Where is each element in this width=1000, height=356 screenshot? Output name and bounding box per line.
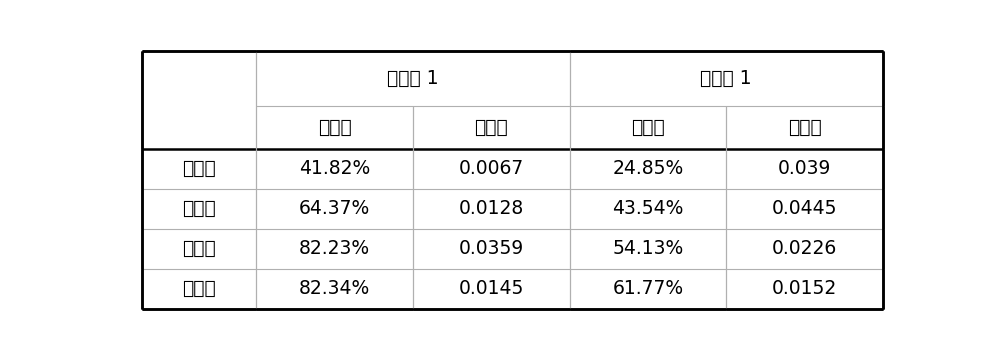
Text: 41.82%: 41.82% bbox=[299, 159, 370, 178]
Text: 0.0067: 0.0067 bbox=[459, 159, 524, 178]
Text: 0.0145: 0.0145 bbox=[459, 279, 524, 298]
Text: 82.23%: 82.23% bbox=[299, 239, 370, 258]
Text: 0.0128: 0.0128 bbox=[459, 199, 524, 218]
Text: 24.85%: 24.85% bbox=[612, 159, 684, 178]
Text: 0.0359: 0.0359 bbox=[459, 239, 524, 258]
Text: 第六周: 第六周 bbox=[182, 279, 216, 298]
Text: 43.54%: 43.54% bbox=[612, 199, 684, 218]
Text: 82.34%: 82.34% bbox=[299, 279, 370, 298]
Text: 生根率: 生根率 bbox=[318, 118, 352, 137]
Text: 标准误: 标准误 bbox=[788, 118, 821, 137]
Text: 61.77%: 61.77% bbox=[612, 279, 684, 298]
Text: 对照例 1: 对照例 1 bbox=[700, 69, 752, 88]
Text: 0.039: 0.039 bbox=[778, 159, 831, 178]
Text: 第五周: 第五周 bbox=[182, 239, 216, 258]
Text: 0.0226: 0.0226 bbox=[772, 239, 837, 258]
Text: 实施例 1: 实施例 1 bbox=[387, 69, 439, 88]
Text: 0.0152: 0.0152 bbox=[772, 279, 837, 298]
Text: 标准误: 标准误 bbox=[474, 118, 508, 137]
Text: 64.37%: 64.37% bbox=[299, 199, 370, 218]
Text: 第四周: 第四周 bbox=[182, 199, 216, 218]
Text: 54.13%: 54.13% bbox=[612, 239, 684, 258]
Text: 第三周: 第三周 bbox=[182, 159, 216, 178]
Text: 生根率: 生根率 bbox=[631, 118, 665, 137]
Text: 0.0445: 0.0445 bbox=[772, 199, 837, 218]
